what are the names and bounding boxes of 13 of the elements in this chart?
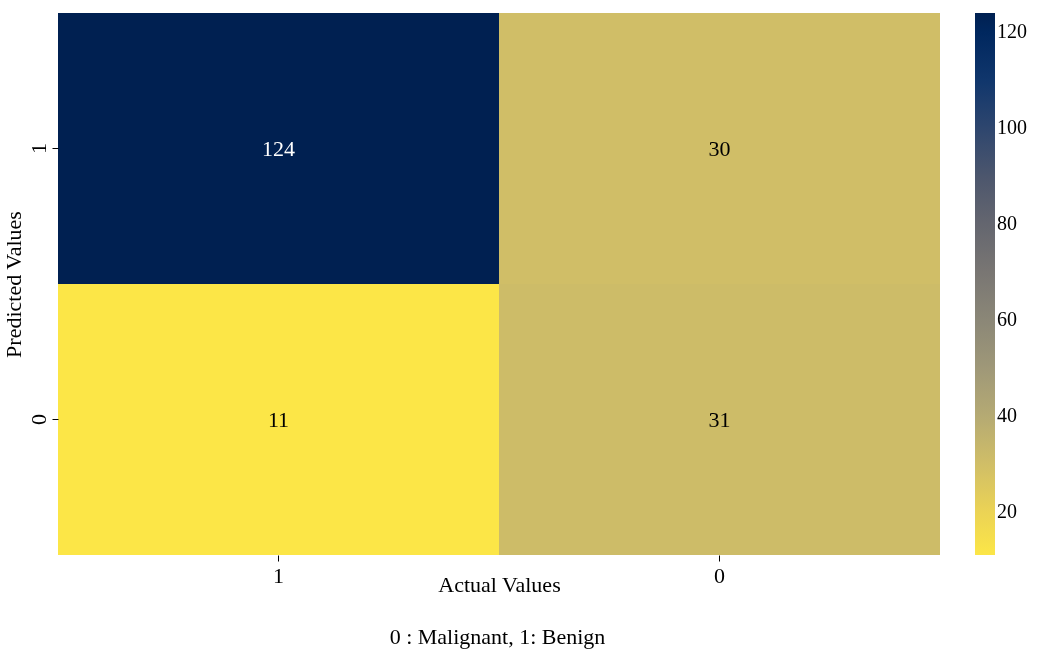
data-label: 124	[262, 135, 295, 161]
color-bar-label: 80	[997, 212, 1017, 235]
color-bar-label: 100	[997, 116, 1027, 139]
color-bar-label: 60	[997, 307, 1017, 330]
data-label: 11	[267, 406, 290, 432]
x-axis-title: Actual Values	[438, 571, 561, 597]
color-bar-label: 40	[997, 403, 1017, 426]
color-bar-label: 120	[997, 20, 1027, 43]
data-label: 30	[708, 135, 731, 161]
text: 0 : Malignant, 1: Benign	[388, 624, 607, 650]
color-bar-label: 20	[997, 499, 1017, 522]
y-axis-title: Predicted Values	[0, 211, 26, 358]
data-label: 31	[708, 406, 731, 432]
